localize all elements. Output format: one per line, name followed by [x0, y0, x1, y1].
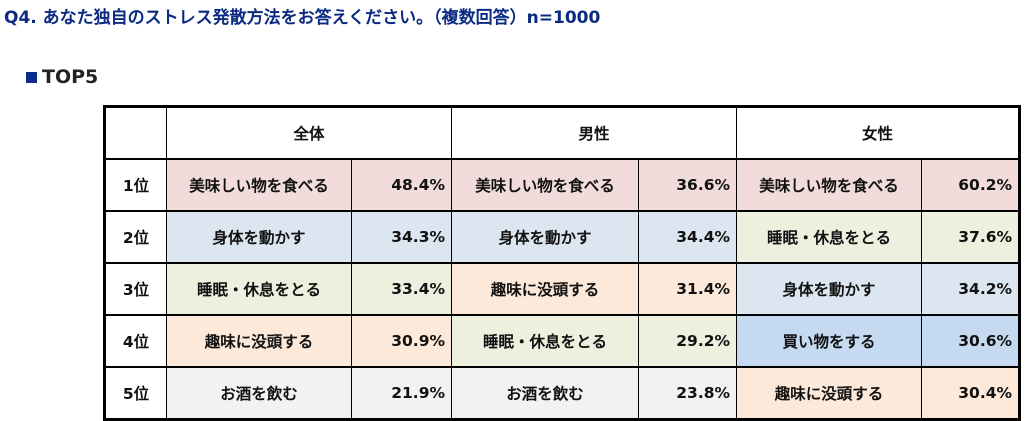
pct-cell-male: 23.8% — [638, 366, 738, 420]
top5-table: 全体 男性 女性 1位 美味しい物を食べる 48.4% 美味しい物を食べる 36… — [103, 105, 1022, 421]
table-row: 2位 身体を動かす 34.3% 身体を動かす 34.4% 睡眠・休息をとる 37… — [104, 210, 1021, 264]
rank-cell: 2位 — [104, 210, 167, 264]
item-cell-male: 美味しい物を食べる — [451, 158, 640, 212]
pct-cell-female: 34.2% — [921, 262, 1021, 316]
pct-cell-female: 30.4% — [921, 366, 1021, 420]
item-cell-all: 身体を動かす — [166, 210, 352, 264]
pct-cell-female: 60.2% — [921, 158, 1021, 212]
header-row: 全体 男性 女性 — [104, 106, 1021, 160]
header-all: 全体 — [165, 106, 453, 160]
pct-cell-female: 30.6% — [921, 314, 1021, 368]
item-cell-all: 美味しい物を食べる — [166, 158, 352, 212]
pct-cell-all: 30.9% — [350, 314, 453, 368]
pct-cell-female: 37.6% — [921, 210, 1021, 264]
question-title: Q4. あなた独自のストレス発散方法をお答えください。（複数回答）n=1000 — [4, 8, 601, 28]
table-row: 5位 お酒を飲む 21.9% お酒を飲む 23.8% 趣味に没頭する 30.4% — [104, 366, 1021, 420]
item-cell-female: 睡眠・休息をとる — [736, 210, 923, 264]
pct-cell-male: 36.6% — [638, 158, 738, 212]
pct-cell-all: 48.4% — [350, 158, 453, 212]
rank-cell: 3位 — [104, 262, 167, 316]
item-cell-all: 睡眠・休息をとる — [166, 262, 352, 316]
item-cell-female: 趣味に没頭する — [736, 366, 923, 420]
pct-cell-male: 34.4% — [638, 210, 738, 264]
pct-cell-all: 33.4% — [350, 262, 453, 316]
table-row: 3位 睡眠・休息をとる 33.4% 趣味に没頭する 31.4% 身体を動かす 3… — [104, 262, 1021, 316]
rank-cell: 1位 — [104, 158, 167, 212]
item-cell-female: 美味しい物を食べる — [736, 158, 923, 212]
pct-cell-all: 34.3% — [350, 210, 453, 264]
section-label: TOP5 — [42, 66, 99, 88]
rank-cell: 4位 — [104, 314, 167, 368]
item-cell-male: 趣味に没頭する — [451, 262, 640, 316]
pct-cell-male: 31.4% — [638, 262, 738, 316]
item-cell-all: お酒を飲む — [166, 366, 352, 420]
item-cell-female: 身体を動かす — [736, 262, 923, 316]
pct-cell-male: 29.2% — [638, 314, 738, 368]
header-female: 女性 — [736, 106, 1021, 160]
pct-cell-all: 21.9% — [350, 366, 453, 420]
item-cell-female: 買い物をする — [736, 314, 923, 368]
item-cell-male: 睡眠・休息をとる — [451, 314, 640, 368]
header-male: 男性 — [451, 106, 738, 160]
item-cell-all: 趣味に没頭する — [166, 314, 352, 368]
item-cell-male: 身体を動かす — [451, 210, 640, 264]
item-cell-male: お酒を飲む — [451, 366, 640, 420]
table-row: 4位 趣味に没頭する 30.9% 睡眠・休息をとる 29.2% 買い物をする 3… — [104, 314, 1021, 368]
rank-cell: 5位 — [104, 366, 167, 420]
section-heading: TOP5 — [26, 66, 98, 88]
table-row: 1位 美味しい物を食べる 48.4% 美味しい物を食べる 36.6% 美味しい物… — [104, 158, 1021, 212]
rank-header-cell — [104, 106, 167, 160]
square-bullet-icon — [26, 71, 37, 83]
